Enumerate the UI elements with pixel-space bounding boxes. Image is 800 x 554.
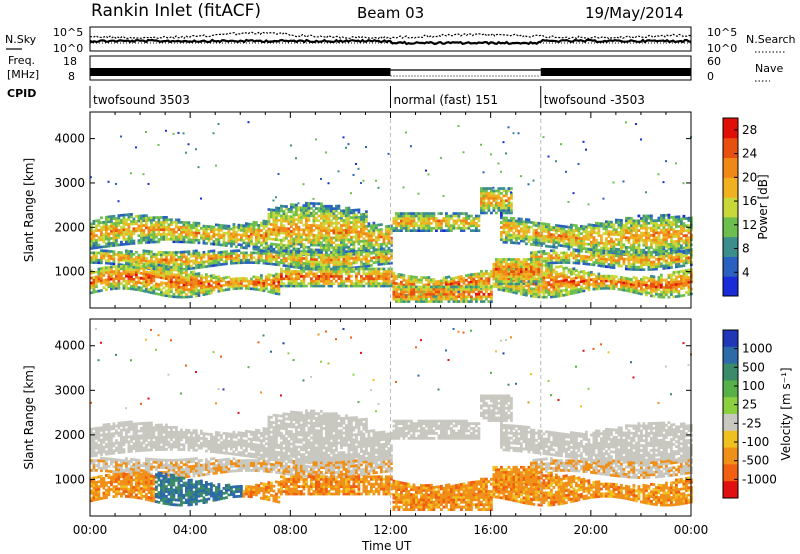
colorbar-swatch (723, 197, 738, 218)
nsearch-line (89, 31, 692, 40)
date-label: 19/May/2014 (585, 4, 683, 22)
beam-label: Beam 03 (357, 4, 424, 22)
power-panel: 1000 2000 3000 4000 Slant Range [km] 4 8 12 16 2… (22, 111, 770, 309)
colorbar-tick-label: 24 (742, 147, 757, 161)
colorbar-swatch (723, 157, 738, 178)
freq-label: Freq. (8, 54, 35, 67)
colorbar-tick-label: 1000 (742, 342, 773, 356)
cpid-segment-label: twofsound -3503 (544, 93, 645, 107)
x-tick-label: 12:00 (373, 523, 408, 537)
y-axis-label: Slant Range [km] (22, 365, 36, 469)
x-tick-label: 08:00 (273, 523, 308, 537)
colorbar-swatch (723, 481, 738, 499)
colorbar-swatch (723, 330, 738, 348)
x-tick-label: 20:00 (574, 523, 609, 537)
cpid-label: CPID (7, 87, 36, 100)
nsky-trace (89, 31, 692, 46)
power-heatmap (90, 112, 693, 308)
colorbar-tick-label: -1000 (742, 472, 777, 486)
nave-tick-bottom: 0 (707, 70, 714, 83)
colorbar-swatch (723, 346, 738, 365)
cpid-segment-label: twofsound 3503 (93, 93, 190, 107)
colorbar-swatch (723, 216, 738, 238)
colorbar-tick-label: 500 (742, 360, 765, 374)
colorbar-label: Power [dB] (756, 174, 770, 239)
y-tick-label: 1000 (54, 265, 85, 279)
freq-panel: Freq. [MHz] 18 8 60 0 Nave (7, 54, 783, 83)
colorbar-swatch (723, 236, 738, 257)
x-tick-label: 00:00 (674, 523, 709, 537)
power-colorbar: 4 8 12 16 20 24 28 Power [dB] (722, 117, 770, 297)
colorbar-label: Velocity [m s⁻¹] (779, 367, 793, 460)
colorbar-tick-label: 100 (742, 379, 765, 393)
colorbar-swatch (723, 256, 738, 277)
nave-label: Nave (755, 62, 783, 75)
y-tick-label: 2000 (54, 428, 85, 442)
freq-band (540, 68, 691, 76)
y-tick-label: 1000 (54, 472, 85, 486)
y-tick-label: 2000 (54, 220, 85, 234)
y-axis-label: Slant Range [km] (22, 158, 36, 262)
colorbar-swatch (723, 118, 738, 139)
cpid-row: CPID twofsound 3503 normal (fast) 151 twof… (7, 86, 645, 108)
colorbar-tick-label: 16 (742, 194, 757, 208)
nsearch-label: N.Search (746, 33, 796, 46)
colorbar-tick-label: 28 (742, 123, 757, 137)
nsky-line (89, 38, 692, 46)
colorbar-swatch (723, 397, 738, 415)
freq-tick-bottom: 8 (68, 70, 75, 83)
x-tick-label: 00:00 (73, 523, 108, 537)
colorbar-tick-label: 8 (742, 242, 750, 256)
nsky-tick-bottom: 10^0 (53, 42, 83, 55)
colorbar-tick-label: -100 (742, 435, 769, 449)
colorbar-tick-label: 20 (742, 170, 757, 184)
y-tick-label: 4000 (54, 339, 85, 353)
y-tick-label: 3000 (54, 383, 85, 397)
colorbar-swatch (723, 414, 738, 432)
x-tick-label: 16:00 (473, 523, 508, 537)
colorbar-swatch (723, 380, 738, 398)
radar-title: Rankin Inlet (fitACF) (91, 1, 261, 21)
y-tick-label: 3000 (54, 176, 85, 190)
nsky-label: N.Sky (5, 33, 37, 46)
nave-tick-top: 60 (707, 55, 721, 68)
x-axis-label: Time UT (361, 539, 412, 553)
colorbar-tick-label: 25 (742, 398, 757, 412)
y-tick-label: 4000 (54, 132, 85, 146)
colorbar-swatch (723, 464, 738, 482)
x-tick-label: 04:00 (173, 523, 208, 537)
colorbar-swatch (723, 137, 738, 159)
cpid-segment-label: normal (fast) 151 (394, 93, 498, 107)
colorbar-tick-label: 12 (742, 218, 757, 232)
freq-trace (90, 68, 691, 77)
time-axis: 00:00 04:00 08:00 12:00 16:00 20:00 00:00 (73, 523, 709, 537)
colorbar-swatch (723, 276, 738, 297)
nsky-panel: N.Sky 10^5 10^0 10^5 10^0 N.Search (5, 26, 796, 55)
nsearch-tick-top: 10^5 (707, 26, 737, 39)
nsky-tick-top: 10^5 (53, 26, 83, 39)
freq-unit-label: [MHz] (7, 68, 39, 81)
colorbar-swatch (723, 447, 738, 465)
nsearch-tick-bottom: 10^0 (707, 42, 737, 55)
colorbar-tick-label: -500 (742, 454, 769, 468)
colorbar-tick-label: 4 (742, 265, 750, 279)
colorbar-swatch (723, 363, 738, 381)
colorbar-tick-label: -25 (742, 416, 762, 430)
colorbar-swatch (723, 177, 738, 198)
velocity-panel: 1000 2000 3000 4000 Slant Range [km] 1000 500… (22, 318, 793, 517)
velocity-heatmap (90, 319, 693, 516)
colorbar-swatch (723, 430, 738, 449)
freq-tick-top: 18 (63, 55, 77, 68)
freq-band (90, 68, 391, 76)
